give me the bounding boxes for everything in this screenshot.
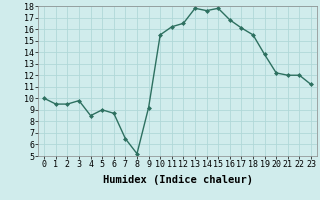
X-axis label: Humidex (Indice chaleur): Humidex (Indice chaleur) [103, 175, 252, 185]
